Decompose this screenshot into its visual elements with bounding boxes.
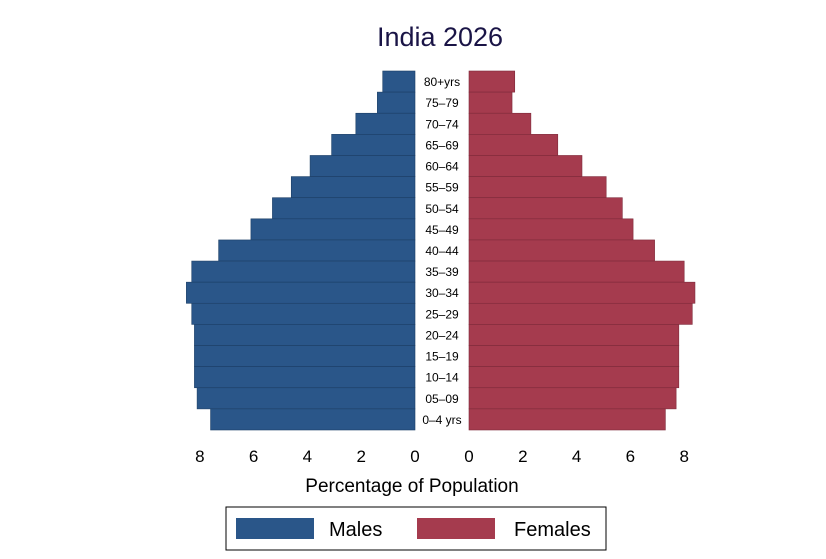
x-tick-label: 2	[518, 447, 527, 466]
age-group-label: 65–69	[425, 138, 459, 152]
x-tick-label: 2	[356, 447, 365, 466]
female-bar	[468, 218, 634, 241]
age-group-label: 15–19	[425, 350, 459, 364]
female-bar	[468, 155, 583, 177]
age-group-label: 70–74	[425, 117, 459, 131]
female-bar	[468, 324, 680, 346]
male-bar	[194, 366, 416, 389]
x-tick-label: 6	[626, 447, 635, 466]
male-bar	[382, 70, 416, 93]
females-bars	[468, 70, 696, 431]
age-group-label: 75–79	[425, 96, 459, 110]
male-bar	[250, 218, 416, 241]
male-bar	[218, 239, 416, 262]
x-tick-label: 6	[249, 447, 258, 466]
male-bar	[191, 302, 416, 325]
female-bar	[468, 134, 559, 156]
age-group-label: 10–14	[425, 371, 459, 385]
legend-swatch	[417, 518, 495, 539]
female-bar	[468, 112, 532, 135]
age-group-label: 55–59	[425, 181, 459, 195]
age-group-label: 40–44	[425, 244, 459, 258]
x-axis-label: Percentage of Population	[305, 476, 518, 497]
female-bar	[468, 260, 685, 283]
male-bar	[194, 324, 416, 346]
x-tick-label: 4	[572, 447, 581, 466]
male-bar	[377, 91, 416, 114]
chart-title: India 2026	[377, 22, 503, 52]
male-bar	[272, 197, 416, 220]
x-tick-label: 8	[195, 447, 204, 466]
male-bar	[290, 176, 416, 199]
x-axis-ticks: 8 6 4 2 0 0 2 4 6 8	[195, 447, 689, 466]
legend-label: Females	[514, 519, 591, 541]
x-tick-label: 8	[679, 447, 688, 466]
female-bar	[468, 387, 677, 410]
male-bar	[186, 281, 416, 304]
female-bar	[468, 366, 680, 389]
age-group-label: 05–09	[425, 392, 459, 406]
female-bar	[468, 302, 693, 325]
female-bar	[468, 281, 696, 304]
legend-swatch	[236, 518, 314, 539]
male-bar	[196, 387, 416, 410]
age-group-label: 50–54	[425, 202, 459, 216]
age-group-label: 30–34	[425, 286, 459, 300]
x-tick-label: 0	[410, 447, 419, 466]
male-bar	[331, 134, 416, 156]
age-group-labels: 80+yrs 75–79 70–74 65–69 60–64 55–59 50–54 45–4…	[422, 75, 461, 427]
age-group-label: 60–64	[425, 160, 459, 174]
legend: Males Females	[225, 506, 607, 551]
age-group-label: 0–4 yrs	[422, 413, 461, 427]
age-group-label: 20–24	[425, 328, 459, 342]
female-bar	[468, 239, 655, 262]
age-group-label: 45–49	[425, 223, 459, 237]
males-bars	[186, 70, 416, 431]
x-tick-label: 0	[464, 447, 473, 466]
male-bar	[191, 260, 416, 283]
female-bar	[468, 91, 513, 114]
male-bar	[309, 155, 416, 177]
male-bar	[210, 408, 416, 431]
male-bar	[355, 112, 416, 135]
age-group-label: 35–39	[425, 265, 459, 279]
female-bar	[468, 176, 607, 199]
female-bar	[468, 70, 516, 93]
female-bar	[468, 408, 666, 431]
age-group-label: 25–29	[425, 307, 459, 321]
legend-label: Males	[329, 519, 382, 541]
female-bar	[468, 197, 623, 220]
female-bar	[468, 345, 680, 367]
x-tick-label: 4	[303, 447, 312, 466]
male-bar	[194, 345, 416, 367]
age-group-label: 80+yrs	[424, 75, 460, 89]
